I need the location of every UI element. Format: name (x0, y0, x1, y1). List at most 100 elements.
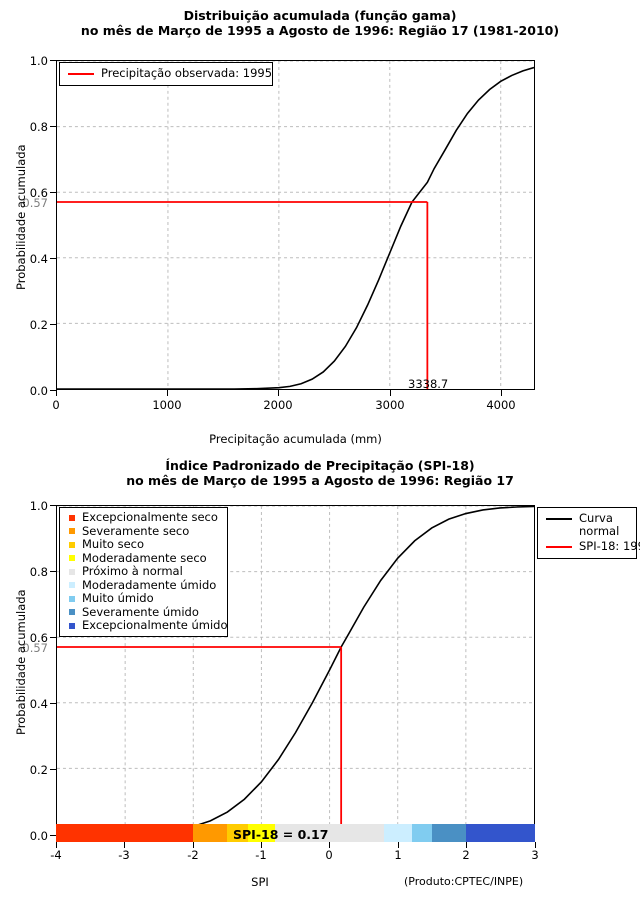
product-credit: (Produto:CPTEC/INPE) (404, 875, 524, 888)
bottom-chart-title: Índice Padronizado de Precipitação (SPI-… (0, 458, 640, 488)
curve-legend-row-spi: SPI-18: 1995 (538, 539, 640, 554)
top-xtick-4: 4000 (486, 398, 516, 412)
top-ytickmark-1 (50, 324, 56, 325)
top-ytickmark-0 (50, 390, 56, 391)
top-ytickmark-2 (50, 258, 56, 259)
spi-category-label: Moderadamente seco (82, 550, 207, 565)
spi-category-label: Excepcionalmente seco (82, 510, 218, 524)
top-xtickmark-4 (501, 390, 502, 396)
color-swatch-icon (69, 595, 75, 602)
top-chart-legend[interactable]: Precipitação observada: 1995 (59, 62, 273, 86)
color-swatch-icon (69, 568, 75, 575)
color-swatch-icon (69, 609, 75, 616)
spi-category-row-2: Muito seco (60, 537, 227, 552)
bottom-ytick-5: 1.0 (29, 499, 48, 513)
bottom-xtickmark-2 (193, 842, 194, 848)
top-ytickmark-5 (50, 60, 56, 61)
bottom-xtick-2: -2 (187, 848, 199, 862)
color-swatch-icon (69, 582, 75, 589)
colorbar-segment-2 (227, 824, 248, 842)
spi-colorbar[interactable] (56, 824, 535, 842)
top-xtickmark-2 (278, 390, 279, 396)
bottom-ytickmark-3 (50, 637, 56, 638)
top-xtick-0: 0 (52, 398, 60, 412)
curve-legend-row-normal: Curva normal (538, 512, 636, 540)
colorbar-segment-3 (247, 824, 275, 842)
top-xtickmark-3 (390, 390, 391, 396)
spi-category-row-3: Moderadamente seco (60, 550, 227, 566)
bottom-xtickmark-6 (466, 842, 467, 848)
spi-index-chart: Índice Padronizado de Precipitação (SPI-… (0, 450, 640, 900)
spi-category-row-4: Próximo à normal (60, 564, 227, 579)
bottom-chart-title-line1: Índice Padronizado de Precipitação (SPI-… (165, 458, 475, 473)
colorbar-segment-0 (56, 824, 193, 842)
bottom-highlight-y-value: 0.57 (22, 641, 48, 655)
top-ytickmark-4 (50, 126, 56, 127)
bottom-ytick-3: 0.6 (29, 631, 48, 645)
bottom-xtickmark-7 (535, 842, 536, 848)
curve-legend-label-spi: SPI-18: 1995 (579, 539, 640, 553)
top-ytick-2: 0.4 (29, 252, 48, 266)
cumulative-distribution-chart: Distribuição acumulada (função gama) no … (0, 8, 640, 446)
bottom-xtick-1: -3 (118, 848, 130, 862)
top-chart-title: Distribuição acumulada (função gama) no … (0, 8, 640, 38)
red-line-icon (68, 73, 94, 75)
spi-category-label: Severamente seco (82, 523, 190, 538)
bottom-xtick-4: 0 (325, 848, 333, 862)
spi-category-row-8: Excepcionalmente úmido (60, 618, 228, 633)
bottom-yaxis-label: Probabilidade acumulada (14, 589, 28, 735)
bottom-xtick-6: 2 (462, 848, 470, 862)
spi-category-row-6: Muito úmido (60, 591, 227, 606)
bottom-xtickmark-4 (329, 842, 330, 848)
black-line-icon (546, 518, 572, 520)
bottom-ytickmark-4 (50, 571, 56, 572)
top-plot-panel (56, 60, 535, 390)
top-ytick-0: 0.0 (29, 384, 48, 398)
colorbar-segment-6 (411, 824, 433, 842)
bottom-xtickmark-3 (261, 842, 262, 848)
spi-category-label: Próximo à normal (82, 564, 183, 578)
top-xtick-3: 3000 (375, 398, 405, 412)
bottom-xtickmark-5 (398, 842, 399, 848)
red-line-icon (546, 545, 572, 548)
bottom-ytickmark-1 (50, 769, 56, 770)
colorbar-segment-5 (384, 824, 412, 842)
spi-category-label: Severamente úmido (82, 604, 199, 619)
spi-category-row-7: Severamente úmido (60, 604, 227, 620)
top-ytick-4: 0.8 (29, 120, 48, 134)
color-swatch-icon (69, 528, 75, 535)
bottom-ytickmark-2 (50, 703, 56, 704)
spi-category-row-5: Moderadamente úmido (60, 577, 227, 593)
top-xtickmark-1 (167, 390, 168, 396)
spi-category-legend[interactable]: Excepcionalmente seco Severamente seco Mui… (59, 507, 228, 637)
top-xtick-1: 1000 (152, 398, 182, 412)
bottom-ytickmark-5 (50, 505, 56, 506)
bottom-xtick-5: 1 (394, 848, 402, 862)
spi-category-label: Excepcionalmente úmido (82, 618, 228, 632)
bottom-chart-title-line2: no mês de Março de 1995 a Agosto de 1996… (126, 473, 514, 488)
colorbar-segment-4 (274, 824, 385, 842)
top-ytick-1: 0.2 (29, 318, 48, 332)
legend-label-observed: Precipitação observada: 1995 (101, 66, 273, 81)
color-swatch-icon (69, 541, 75, 548)
top-highlight-y-value: 0.57 (22, 196, 48, 210)
top-chart-title-line2: no mês de Março de 1995 a Agosto de 1996… (80, 23, 560, 38)
spi-category-label: Muito seco (82, 537, 145, 551)
bottom-ytick-2: 0.4 (29, 697, 48, 711)
top-ytickmark-3 (50, 192, 56, 193)
spi-category-label: Moderadamente úmido (82, 577, 217, 592)
bottom-xtick-3: -1 (255, 848, 267, 862)
bottom-ytick-4: 0.8 (29, 565, 48, 579)
bottom-xtickmark-1 (124, 842, 125, 848)
top-chart-title-line1: Distribuição acumulada (função gama) (183, 8, 457, 23)
bottom-ytickmark-0 (50, 835, 56, 836)
top-plot-svg (57, 61, 534, 389)
top-yaxis-label: Probabilidade acumulada (14, 144, 28, 290)
colorbar-segment-8 (466, 824, 535, 842)
top-xaxis-label: Precipitação acumulada (mm) (209, 432, 382, 446)
bottom-xtickmark-0 (56, 842, 57, 848)
spi-category-row-0: Excepcionalmente seco (60, 510, 227, 525)
legend-row-observed: Precipitação observada: 1995 (60, 63, 272, 85)
